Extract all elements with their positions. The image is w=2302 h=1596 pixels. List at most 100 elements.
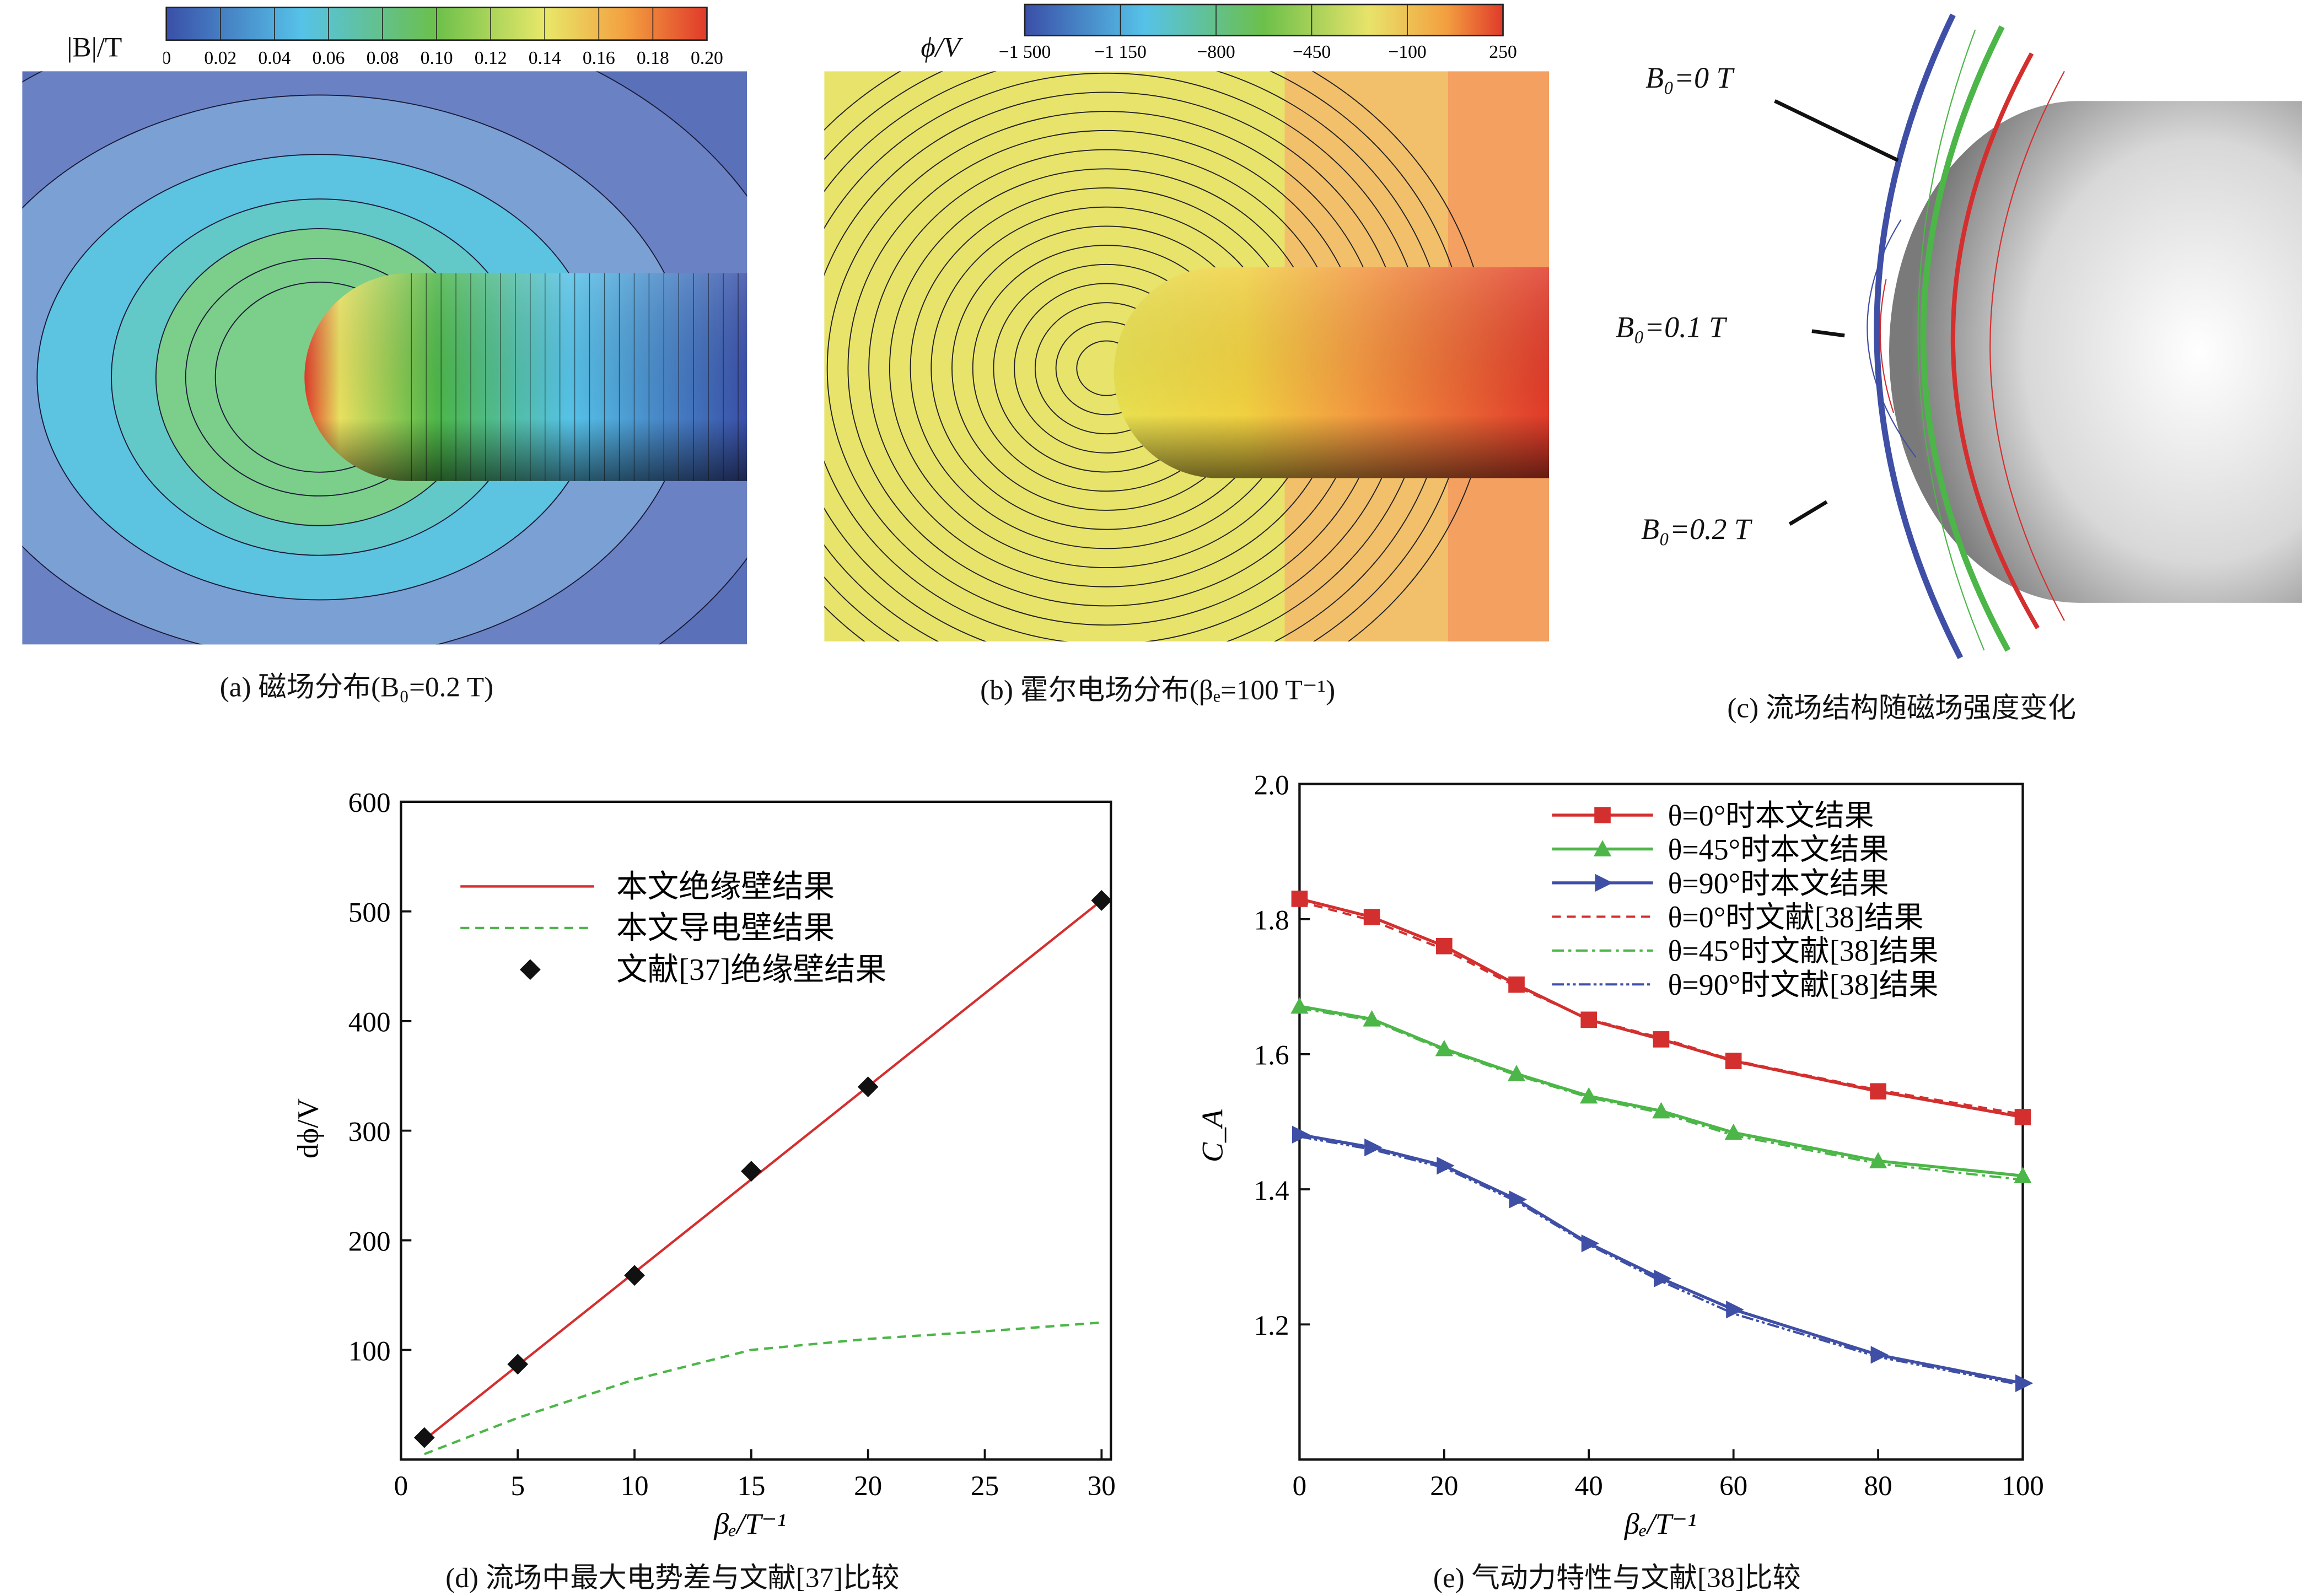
chart-potential-difference: 0 5 10 15 20 25 30 100 200 300 400 500 600 本文绝缘壁结果本文导… [292, 788, 1116, 1540]
data-point [1091, 890, 1112, 911]
y-axis-label: C_A [1196, 1109, 1229, 1162]
colorbar-a-tick-label: 0.18 [637, 48, 669, 68]
legend-label: θ=90°时文献[38]结果 [1668, 968, 1939, 1001]
series-line [423, 899, 1102, 1441]
colorbar-b-tick-label: −1 500 [999, 42, 1051, 62]
data-point [2015, 1374, 2034, 1393]
colorbar-b-label: ϕ/V [921, 33, 961, 64]
data-point [413, 1427, 435, 1448]
x-tick-label: 60 [1719, 1470, 1747, 1502]
colorbar-a-tick-label: 0.14 [529, 48, 561, 68]
legend-label: 本文导电壁结果 [616, 912, 835, 946]
y-tick-label: 1.6 [1254, 1040, 1289, 1071]
x-tick-label: 80 [1864, 1470, 1892, 1502]
x-tick-label: 30 [1088, 1470, 1116, 1502]
legend-label: 本文绝缘壁结果 [616, 870, 835, 904]
data-point [1436, 937, 1453, 955]
series-3 [1292, 1125, 2034, 1393]
series-line [1299, 1135, 2023, 1387]
y-tick-label: 1.2 [1254, 1310, 1289, 1341]
data-point [1509, 1190, 1527, 1209]
y-tick-label: 200 [348, 1226, 391, 1257]
colorbar-b-tick-label: 250 [1489, 42, 1516, 62]
series-4 [1299, 900, 2023, 1115]
magnetic-field-contour-image [22, 71, 747, 645]
label-b0-0-2: B₀=0.2 T [1641, 514, 1751, 547]
data-point [1292, 1125, 1310, 1144]
legend-marker [1594, 807, 1611, 823]
colorbar-b-tick-label: −800 [1197, 42, 1235, 62]
data-point [1870, 1346, 1889, 1364]
y-tick-label: 2.0 [1254, 769, 1289, 801]
label-b0-0-1: B₀=0.1 T [1616, 311, 1726, 345]
data-point [1291, 891, 1308, 907]
data-point [741, 1161, 762, 1182]
x-tick-label: 20 [1430, 1470, 1458, 1502]
colorbar-a-label: |B|/T [67, 33, 122, 64]
series-line [1299, 1133, 2024, 1385]
colorbar-a-tick-label: 0.10 [421, 48, 453, 68]
colorbar-a: 0 0.02 0.04 0.06 0.08 0.10 0.12 0.14 0.16 0.18 0.2… [163, 7, 723, 68]
x-tick-label: 40 [1575, 1470, 1603, 1502]
y-tick-label: 600 [348, 788, 391, 819]
colorbar-b-tick-label: −450 [1293, 42, 1331, 62]
colorbar-a-tick-label: 0.02 [204, 48, 236, 68]
series-line [424, 1321, 1102, 1455]
x-tick-label: 5 [510, 1470, 525, 1502]
colorbar-b-tick-label: −100 [1388, 42, 1426, 62]
data-point [1290, 997, 1309, 1014]
legend-marker [519, 959, 541, 980]
series-line [1299, 900, 2023, 1115]
x-tick-label: 10 [620, 1470, 648, 1502]
data-point [1581, 1234, 1600, 1253]
caption-b: (b) 霍尔电场分布(βₑ=100 T⁻¹) [980, 675, 1336, 707]
hall-potential-contour-image [824, 71, 1550, 641]
caption-e: (e) 气动力特性与文献[38]比较 [1433, 1563, 1801, 1595]
data-point [1726, 1301, 1744, 1319]
y-tick-label: 100 [348, 1335, 391, 1367]
legend-label: θ=0°时文献[38]结果 [1668, 901, 1924, 934]
flow-structure-image [1774, 13, 2302, 659]
legend-marker [1595, 874, 1613, 892]
x-axis-label: βₑ/T⁻¹ [713, 1507, 786, 1540]
caption-d: (d) 流场中最大电势差与文献[37]比较 [445, 1563, 900, 1595]
y-tick-label: 300 [348, 1116, 391, 1147]
y-tick-label: 500 [348, 897, 391, 929]
colorbar-a-tick-label: 0 [163, 48, 171, 68]
y-tick-label: 400 [348, 1007, 391, 1038]
data-point [507, 1354, 529, 1375]
legend-label: θ=90°时本文结果 [1668, 867, 1889, 900]
series-2 [424, 1321, 1102, 1455]
data-point [1435, 1039, 1454, 1056]
legend-marker [1593, 840, 1612, 857]
x-tick-label: 20 [854, 1470, 882, 1502]
colorbar-b: −1 500 −1 150 −800 −450 −100 250 [999, 3, 1517, 62]
chart-aerodynamic: 0 20 40 60 80 1001.21.41.61.82.0θ=0°时本文结果θ=45… [1196, 769, 2044, 1540]
series-line [1299, 1007, 2023, 1181]
colorbar-b-tick-label: −1 150 [1094, 42, 1147, 62]
data-point [1653, 1269, 1672, 1288]
x-tick-label: 0 [394, 1470, 408, 1502]
x-tick-label: 25 [971, 1470, 999, 1502]
legend-label: θ=45°时本文结果 [1668, 833, 1889, 866]
data-point [1364, 1138, 1383, 1157]
y-axis-label: dϕ/V [292, 1098, 325, 1158]
x-tick-label: 100 [2002, 1470, 2044, 1502]
x-axis-label: βₑ/T⁻¹ [1624, 1507, 1696, 1540]
series-1 [423, 899, 1102, 1441]
legend-label: θ=45°时文献[38]结果 [1668, 935, 1939, 968]
caption-a: (a) 磁场分布(B₀=0.2 T) [219, 672, 494, 704]
x-tick-label: 15 [737, 1470, 765, 1502]
legend-label: 文献[37]绝缘壁结果 [616, 953, 886, 987]
legend-label: θ=0°时本文结果 [1668, 799, 1874, 832]
colorbar-a-tick-label: 0.12 [475, 48, 507, 68]
colorbar-a-tick-label: 0.16 [583, 48, 615, 68]
colorbar-a-tick-label: 0.20 [691, 48, 723, 68]
y-tick-label: 1.4 [1254, 1175, 1289, 1206]
data-point [2014, 1109, 2031, 1125]
colorbar-a-tick-label: 0.08 [367, 48, 399, 68]
series-5 [1299, 1007, 2023, 1181]
caption-c: (c) 流场结构随磁场强度变化 [1727, 693, 2077, 725]
colorbar-a-tick-label: 0.06 [313, 48, 345, 68]
